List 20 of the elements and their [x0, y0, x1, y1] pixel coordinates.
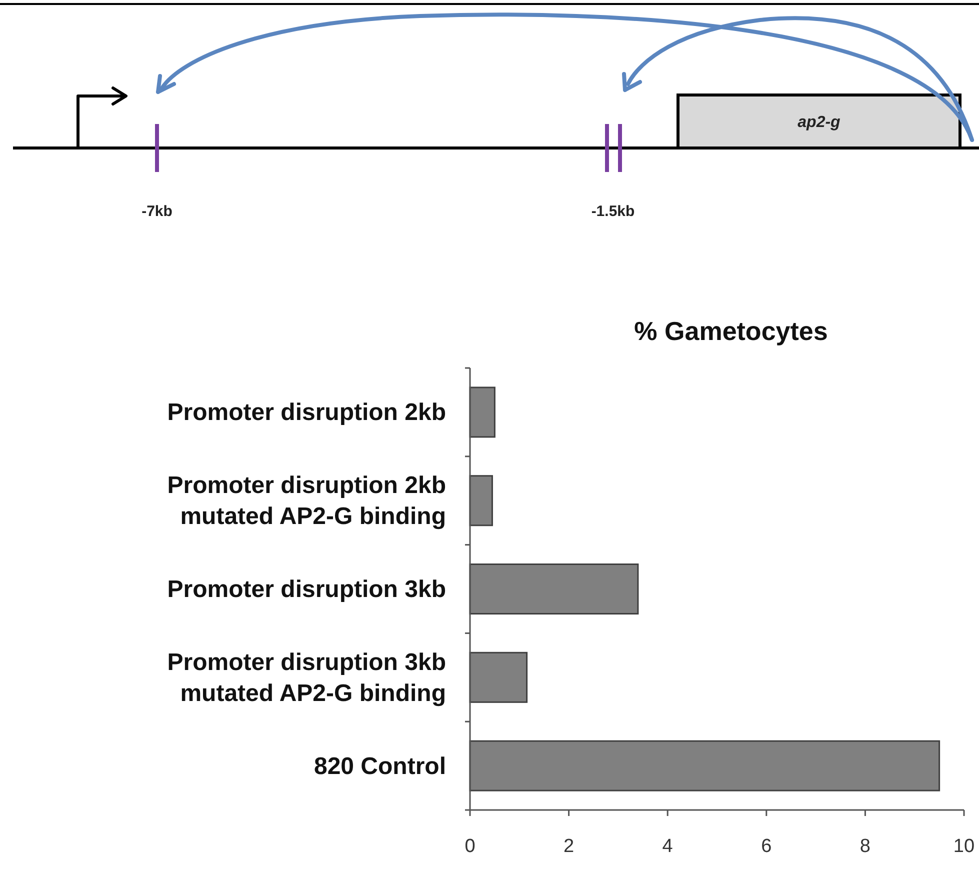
- x-tick-label: 2: [564, 836, 574, 857]
- text: -7kb: [142, 203, 172, 220]
- bar: [469, 386, 496, 438]
- bar: [469, 475, 493, 526]
- y-tick-label: Promoter disruption 3kb: [167, 576, 446, 603]
- bar: [469, 740, 940, 792]
- text: -1.5kb: [591, 203, 635, 220]
- y-tick-label: Promoter disruption 3kb mutated AP2-G binding: [167, 648, 446, 707]
- y-tick-label: Promoter disruption 2kb: [167, 399, 446, 426]
- x-tick-label: 6: [761, 836, 772, 857]
- x-tick-label: 0: [464, 836, 476, 857]
- bar: [469, 652, 528, 703]
- bar: [469, 564, 639, 614]
- y-tick-label: 820 Control: [314, 752, 446, 780]
- x-tick-label: 4: [662, 836, 674, 857]
- x-tick-label: 8: [860, 836, 870, 857]
- text: ap2-g: [798, 114, 841, 131]
- x-tick-label: 10: [953, 836, 975, 857]
- chart-title: % Gametocytes: [634, 316, 828, 346]
- y-tick-label: Promoter disruption 2kb mutated AP2-G binding: [167, 472, 446, 530]
